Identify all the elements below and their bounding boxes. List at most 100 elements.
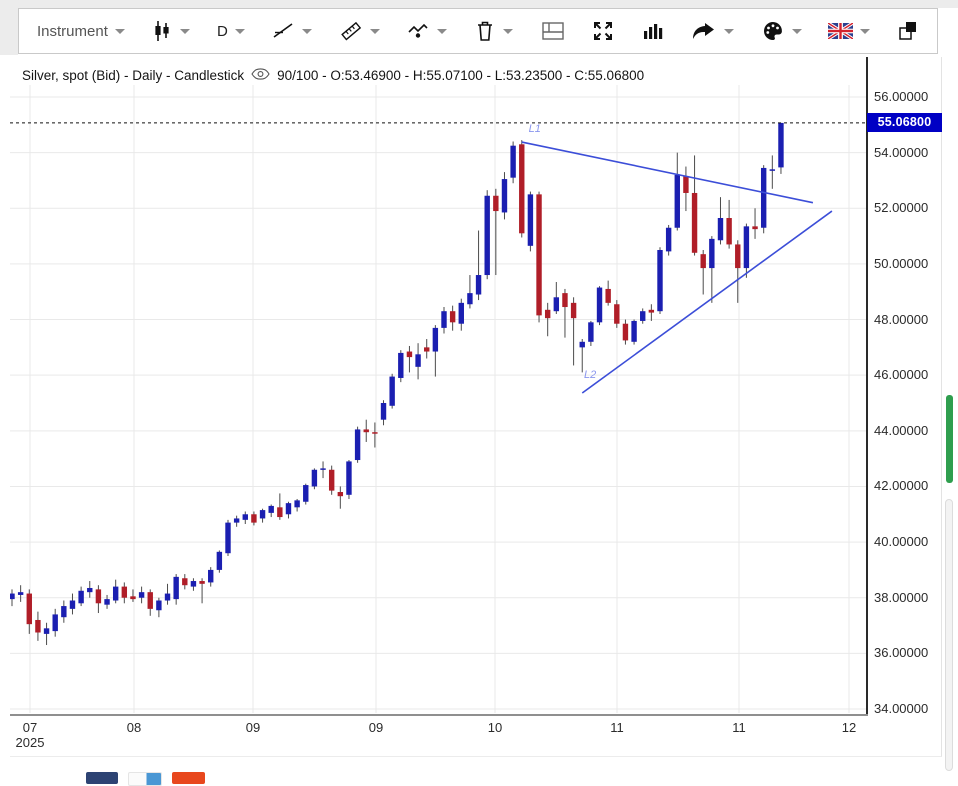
price-tick-label: 42.00000 bbox=[874, 478, 929, 494]
period-label: D bbox=[216, 22, 228, 40]
ruler-icon bbox=[339, 19, 363, 43]
chevron-down-icon bbox=[860, 28, 871, 34]
candle-body bbox=[510, 145, 516, 178]
pane-grid-icon bbox=[540, 19, 566, 43]
candle-body bbox=[648, 309, 655, 313]
candle-body bbox=[87, 587, 93, 593]
facebook-share-button[interactable] bbox=[86, 772, 118, 784]
candle-body bbox=[544, 309, 551, 319]
chart-title: Silver, spot (Bid) - Daily - Candlestick… bbox=[22, 66, 644, 84]
candle-body bbox=[78, 590, 84, 604]
candle-body bbox=[389, 376, 395, 406]
candle-body bbox=[475, 275, 482, 295]
twitter-share-button[interactable] bbox=[128, 772, 162, 786]
candle-body bbox=[640, 311, 646, 321]
candlestick-icon bbox=[151, 19, 173, 43]
scrollbar-track[interactable] bbox=[945, 499, 953, 771]
price-chart[interactable]: L1 L2 bbox=[10, 85, 866, 713]
share-arrow-icon bbox=[691, 20, 717, 42]
chart-type-button[interactable] bbox=[151, 19, 191, 43]
share-button[interactable] bbox=[691, 20, 735, 42]
ruler-tool-button[interactable] bbox=[339, 19, 380, 43]
trendline-L1[interactable] bbox=[521, 141, 814, 204]
candle-body bbox=[519, 144, 525, 234]
candle-body bbox=[173, 576, 179, 600]
expand-arrows-icon bbox=[592, 20, 614, 42]
trendline-label-L1: L1 bbox=[529, 123, 541, 135]
chevron-down-icon bbox=[302, 28, 313, 34]
chevron-down-icon bbox=[791, 28, 802, 34]
instrument-selector[interactable]: Instrument bbox=[37, 23, 125, 40]
candle-body bbox=[35, 619, 41, 633]
time-tick-label: 07 2025 bbox=[15, 720, 45, 750]
candle-body bbox=[441, 311, 447, 328]
candle-body bbox=[398, 352, 404, 378]
candle-body bbox=[251, 514, 257, 523]
chevron-down-icon bbox=[114, 28, 125, 34]
price-tick-label: 36.00000 bbox=[874, 645, 929, 661]
price-tick-label: 56.00000 bbox=[874, 89, 929, 104]
indicators-button[interactable] bbox=[406, 19, 448, 43]
candle-body bbox=[536, 194, 542, 316]
candle-body bbox=[320, 468, 326, 470]
candle-body bbox=[501, 179, 508, 213]
candle-body bbox=[43, 628, 50, 634]
candle-body bbox=[147, 592, 153, 609]
candle-body bbox=[726, 218, 732, 245]
popout-window-icon bbox=[897, 20, 919, 42]
fullscreen-button[interactable] bbox=[592, 20, 614, 42]
price-tick-label: 50.00000 bbox=[874, 255, 929, 271]
candle-body bbox=[614, 304, 620, 324]
price-axis-line bbox=[866, 57, 868, 716]
candle-body bbox=[10, 593, 15, 600]
candle-body bbox=[700, 254, 706, 269]
volume-bars-icon bbox=[641, 20, 665, 42]
trend-line-icon bbox=[271, 19, 295, 43]
candle-body bbox=[303, 485, 309, 502]
candle-body bbox=[268, 505, 274, 513]
time-tick-label: 12 bbox=[841, 720, 857, 735]
candle-body bbox=[527, 194, 534, 246]
candle-body bbox=[596, 287, 603, 323]
candle-body bbox=[424, 347, 430, 352]
time-tick-label: 11 bbox=[732, 720, 746, 735]
candles bbox=[10, 122, 784, 646]
pane-layout-button[interactable] bbox=[540, 19, 566, 43]
palette-icon bbox=[761, 19, 785, 43]
trash-icon bbox=[474, 19, 496, 43]
candle-body bbox=[337, 492, 344, 497]
candle-body bbox=[130, 596, 136, 600]
candle-body bbox=[277, 507, 283, 518]
trendlines[interactable]: L1 L2 bbox=[521, 123, 833, 394]
candle-body bbox=[104, 599, 110, 605]
chevron-down-icon bbox=[437, 28, 448, 34]
chevron-down-icon bbox=[180, 28, 191, 34]
candle-body bbox=[164, 593, 171, 601]
candle-body bbox=[743, 226, 750, 269]
scrollbar-thumb[interactable] bbox=[946, 395, 953, 483]
candle-body bbox=[112, 586, 119, 601]
time-tick-label: 11 bbox=[610, 720, 624, 735]
popout-button[interactable] bbox=[897, 20, 919, 42]
candle-body bbox=[691, 192, 698, 253]
gridlines bbox=[10, 85, 866, 713]
candle-body bbox=[259, 510, 266, 519]
candle-body bbox=[449, 311, 456, 323]
candle-body bbox=[225, 522, 231, 554]
indicator-wave-icon bbox=[406, 19, 430, 43]
reddit-share-button[interactable] bbox=[172, 772, 205, 784]
language-selector[interactable] bbox=[828, 23, 871, 39]
visibility-eye-icon[interactable] bbox=[251, 67, 270, 83]
theme-palette-button[interactable] bbox=[761, 19, 802, 43]
trendline-tool-button[interactable] bbox=[271, 19, 313, 43]
candle-body bbox=[328, 469, 335, 491]
candle-body bbox=[665, 227, 672, 252]
candle-body bbox=[380, 403, 387, 420]
period-button[interactable]: D bbox=[217, 23, 245, 40]
delete-drawings-button[interactable] bbox=[474, 19, 513, 43]
trendline-L2[interactable] bbox=[581, 210, 833, 394]
volume-toggle-button[interactable] bbox=[641, 20, 665, 42]
candle-body bbox=[432, 327, 439, 352]
current-price-label: 55.06800 bbox=[877, 115, 932, 130]
price-tick-label: 38.00000 bbox=[874, 589, 929, 605]
